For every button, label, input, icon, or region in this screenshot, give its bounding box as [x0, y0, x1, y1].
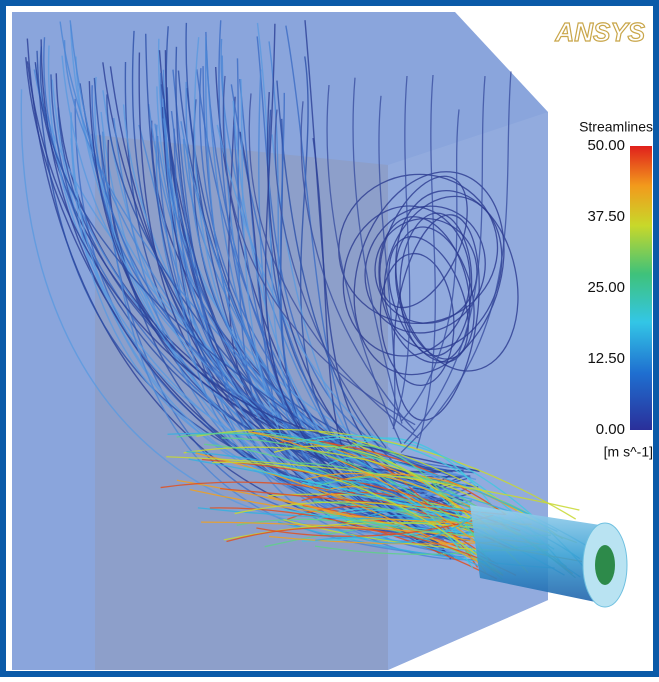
tick-label: 25.00	[587, 279, 625, 296]
tick-label: 50.00	[587, 137, 625, 154]
logo: ANSYS	[554, 17, 645, 47]
page: {"logo": "ANSYS", "legend": {"title": "S…	[0, 0, 659, 677]
colorbar	[630, 146, 652, 430]
tick-label: 37.50	[587, 208, 625, 225]
tick-label: 12.50	[587, 350, 625, 367]
tick-label: 0.00	[596, 421, 625, 438]
nozzle-core	[595, 545, 615, 585]
legend-title: Streamlines	[579, 119, 653, 135]
viewport: ANSYS Streamlines 50.00 37.50 25.00 12.50 0.…	[0, 0, 659, 677]
legend-unit: [m s^-1]	[604, 444, 653, 460]
